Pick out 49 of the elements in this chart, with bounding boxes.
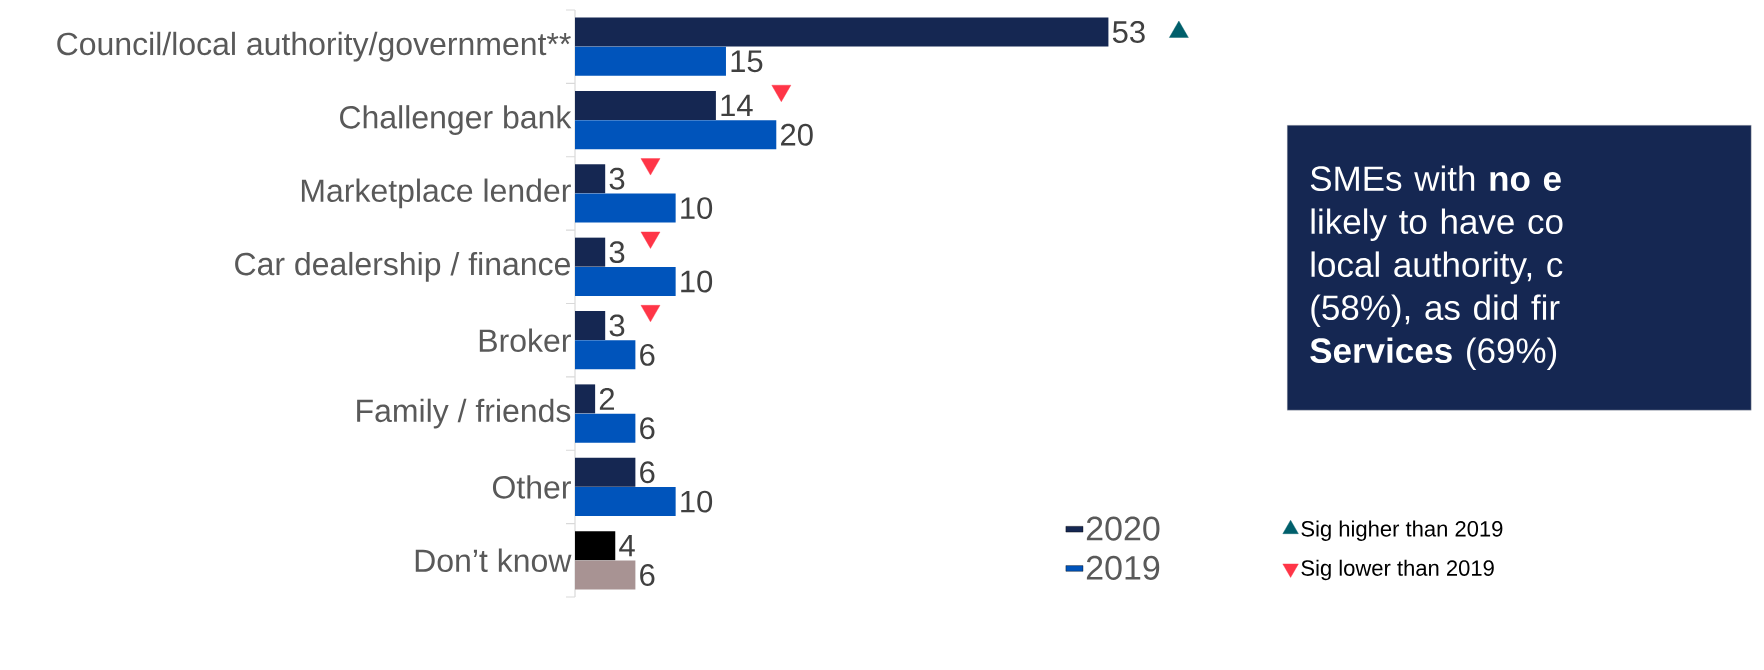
data-label: 20 [781, 123, 813, 146]
data-label: 15 [731, 50, 763, 73]
y-tick-label: Car dealership / finance [235, 251, 570, 282]
bar [575, 413, 636, 443]
y-tick-label: Broker [479, 328, 571, 352]
bar [575, 46, 726, 76]
text: local authority, c [1311, 251, 1563, 285]
text: SMEs with no e [1310, 165, 1561, 192]
bar [575, 340, 636, 370]
y-tick-label: Council/local authority/government** [57, 31, 571, 62]
bar [575, 193, 676, 223]
bar [575, 457, 636, 487]
data-label: 14 [721, 94, 753, 117]
data-label: 6 [640, 461, 655, 484]
data-label: 3 [609, 241, 625, 264]
y-tick-label: Don’t know [415, 548, 572, 573]
bar [575, 560, 636, 590]
text: Services (69%) [1310, 337, 1557, 370]
bar [575, 311, 606, 341]
y-tick-label: Marketplace lender [301, 178, 571, 209]
data-label: 3 [609, 167, 625, 190]
data-label: 2 [599, 388, 615, 410]
data-label: 6 [640, 343, 655, 366]
data-label: 10 [681, 270, 713, 293]
bar [575, 237, 606, 267]
legend-label: 2020 [1086, 516, 1160, 541]
bar [575, 90, 716, 120]
y-tick-label: Other [492, 475, 571, 499]
bar [575, 384, 596, 414]
bar [575, 531, 616, 561]
bar [575, 17, 1109, 47]
bar [575, 120, 777, 150]
data-label: 4 [619, 534, 635, 557]
data-label: 10 [681, 197, 713, 220]
legend-label: Sig higher than 2019 [1301, 520, 1503, 541]
data-label: 6 [640, 417, 655, 440]
text: likely to have co [1311, 208, 1563, 242]
data-label: 10 [681, 490, 713, 513]
legend-label: 2019 [1086, 555, 1160, 580]
y-tick-label: Family / friends [357, 398, 571, 429]
y-tick-label: Challenger bank [340, 105, 572, 135]
text: (58%), as did fir [1311, 294, 1560, 327]
bar [575, 487, 676, 517]
bar [575, 266, 676, 296]
bar [575, 164, 606, 194]
data-label: 53 [1112, 21, 1145, 43]
data-label: 3 [609, 314, 625, 337]
data-label: 6 [640, 564, 655, 586]
legend-label: Sig lower than 2019 [1301, 559, 1494, 581]
